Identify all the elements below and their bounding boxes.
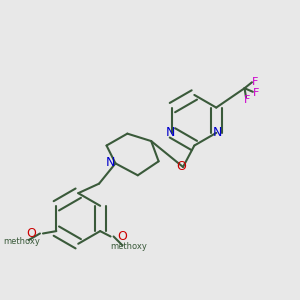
Text: O: O [27, 227, 37, 240]
Text: methoxy: methoxy [4, 237, 41, 246]
Text: N: N [166, 126, 176, 140]
Text: N: N [105, 156, 115, 169]
Text: F: F [244, 94, 250, 104]
Text: O: O [117, 230, 127, 243]
Text: F: F [253, 88, 259, 98]
Text: N: N [213, 126, 222, 140]
Text: O: O [177, 160, 187, 173]
Text: methoxy: methoxy [111, 242, 148, 251]
Text: F: F [252, 77, 258, 87]
